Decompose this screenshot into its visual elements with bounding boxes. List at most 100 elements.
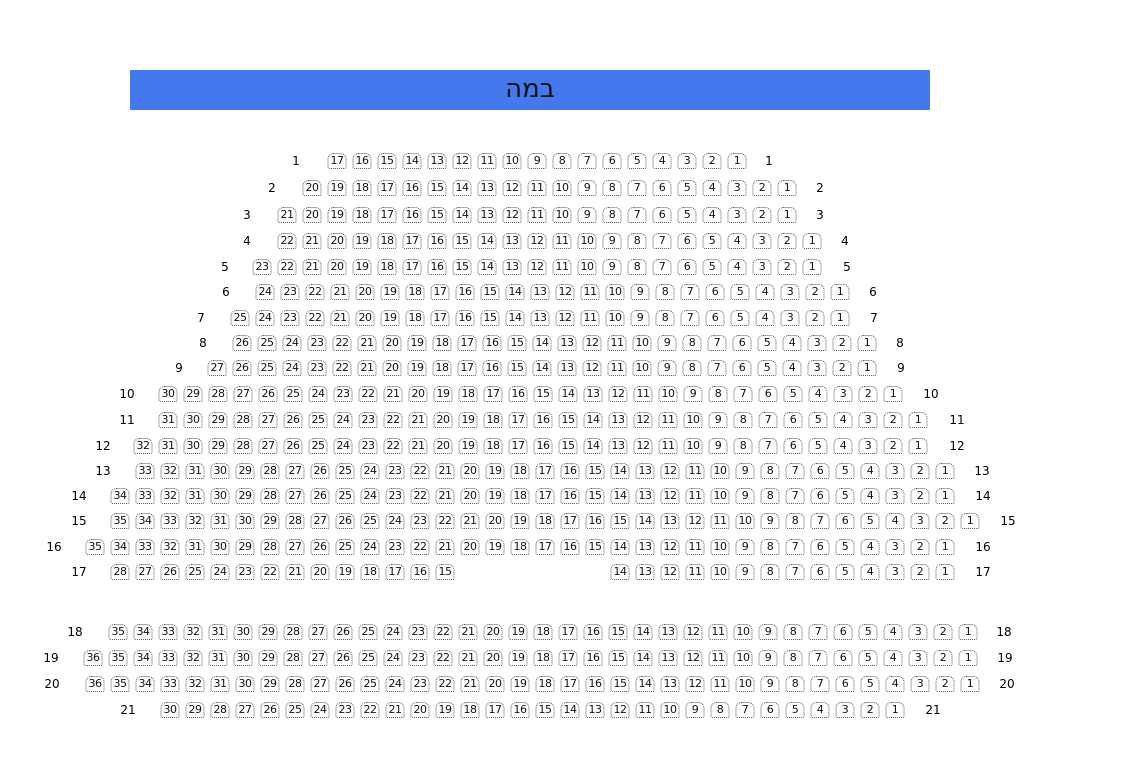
seat[interactable]: 20 [302, 180, 322, 196]
seat[interactable]: 24 [282, 360, 302, 376]
seat[interactable]: 20 [460, 539, 480, 555]
seat[interactable]: 11 [635, 702, 655, 718]
seat[interactable]: 2 [805, 310, 825, 326]
seat[interactable]: 4 [727, 233, 747, 249]
seat[interactable]: 14 [633, 650, 653, 666]
seat[interactable]: 21 [458, 650, 478, 666]
seat[interactable]: 2 [858, 386, 878, 402]
seat[interactable]: 3 [780, 284, 800, 300]
seat[interactable]: 3 [885, 463, 905, 479]
seat[interactable]: 1 [958, 624, 978, 640]
seat[interactable]: 28 [283, 624, 303, 640]
seat[interactable]: 15 [435, 564, 455, 580]
seat[interactable]: 16 [508, 386, 528, 402]
seat[interactable]: 7 [808, 624, 828, 640]
seat[interactable]: 3 [910, 513, 930, 529]
seat[interactable]: 5 [677, 207, 697, 223]
seat[interactable]: 1 [777, 180, 797, 196]
seat[interactable]: 8 [682, 335, 702, 351]
seat[interactable]: 26 [283, 438, 303, 454]
seat[interactable]: 9 [527, 153, 547, 169]
seat[interactable]: 11 [658, 438, 678, 454]
seat[interactable]: 28 [233, 412, 253, 428]
seat[interactable]: 1 [777, 207, 797, 223]
seat[interactable]: 10 [552, 180, 572, 196]
seat[interactable]: 11 [658, 412, 678, 428]
seat[interactable]: 6 [705, 284, 725, 300]
seat[interactable]: 3 [807, 335, 827, 351]
seat[interactable]: 21 [435, 463, 455, 479]
seat[interactable]: 15 [507, 335, 527, 351]
seat[interactable]: 4 [883, 650, 903, 666]
seat[interactable]: 14 [633, 624, 653, 640]
seat[interactable]: 3 [910, 676, 930, 692]
seat[interactable]: 35 [108, 624, 128, 640]
seat[interactable]: 34 [135, 513, 155, 529]
seat[interactable]: 20 [433, 438, 453, 454]
seat[interactable]: 16 [427, 259, 447, 275]
seat[interactable]: 20 [327, 233, 347, 249]
seat[interactable]: 14 [583, 412, 603, 428]
seat[interactable]: 1 [802, 233, 822, 249]
seat[interactable]: 15 [608, 624, 628, 640]
seat[interactable]: 7 [808, 650, 828, 666]
seat[interactable]: 4 [810, 702, 830, 718]
seat[interactable]: 14 [532, 335, 552, 351]
seat[interactable]: 26 [310, 539, 330, 555]
seat[interactable]: 22 [358, 386, 378, 402]
seat[interactable]: 6 [760, 702, 780, 718]
seat[interactable]: 20 [382, 360, 402, 376]
seat[interactable]: 13 [608, 438, 628, 454]
seat[interactable]: 4 [782, 335, 802, 351]
seat[interactable]: 20 [460, 463, 480, 479]
seat[interactable]: 2 [752, 180, 772, 196]
seat[interactable]: 11 [607, 360, 627, 376]
seat[interactable]: 32 [160, 488, 180, 504]
seat[interactable]: 16 [482, 360, 502, 376]
seat[interactable]: 11 [633, 386, 653, 402]
seat[interactable]: 8 [655, 310, 675, 326]
seat[interactable]: 13 [660, 676, 680, 692]
seat[interactable]: 23 [410, 676, 430, 692]
seat[interactable]: 12 [555, 310, 575, 326]
seat[interactable]: 11 [607, 335, 627, 351]
seat[interactable]: 18 [483, 412, 503, 428]
seat[interactable]: 19 [380, 284, 400, 300]
seat[interactable]: 9 [708, 412, 728, 428]
seat[interactable]: 1 [935, 463, 955, 479]
seat[interactable]: 5 [677, 180, 697, 196]
seat[interactable]: 8 [733, 438, 753, 454]
seat[interactable]: 24 [383, 624, 403, 640]
seat[interactable]: 9 [602, 259, 622, 275]
seat[interactable]: 1 [857, 335, 877, 351]
seat[interactable]: 31 [158, 412, 178, 428]
seat[interactable]: 11 [708, 624, 728, 640]
seat[interactable]: 11 [527, 207, 547, 223]
seat[interactable]: 22 [433, 650, 453, 666]
seat[interactable]: 5 [730, 284, 750, 300]
seat[interactable]: 13 [635, 488, 655, 504]
seat[interactable]: 1 [935, 488, 955, 504]
seat[interactable]: 7 [785, 539, 805, 555]
seat[interactable]: 12 [610, 702, 630, 718]
seat[interactable]: 17 [508, 438, 528, 454]
seat[interactable]: 32 [160, 463, 180, 479]
seat[interactable]: 4 [885, 513, 905, 529]
seat[interactable]: 8 [760, 463, 780, 479]
seat[interactable]: 7 [627, 207, 647, 223]
seat[interactable]: 16 [352, 153, 372, 169]
seat[interactable]: 10 [605, 310, 625, 326]
seat[interactable]: 5 [835, 463, 855, 479]
seat[interactable]: 26 [333, 650, 353, 666]
seat[interactable]: 4 [727, 259, 747, 275]
seat[interactable]: 11 [710, 676, 730, 692]
seat[interactable]: 19 [433, 386, 453, 402]
seat[interactable]: 5 [783, 386, 803, 402]
seat[interactable]: 6 [810, 564, 830, 580]
seat[interactable]: 13 [502, 233, 522, 249]
seat[interactable]: 24 [255, 310, 275, 326]
seat[interactable]: 17 [430, 284, 450, 300]
seat[interactable]: 22 [410, 539, 430, 555]
seat[interactable]: 9 [683, 386, 703, 402]
seat[interactable]: 10 [710, 463, 730, 479]
